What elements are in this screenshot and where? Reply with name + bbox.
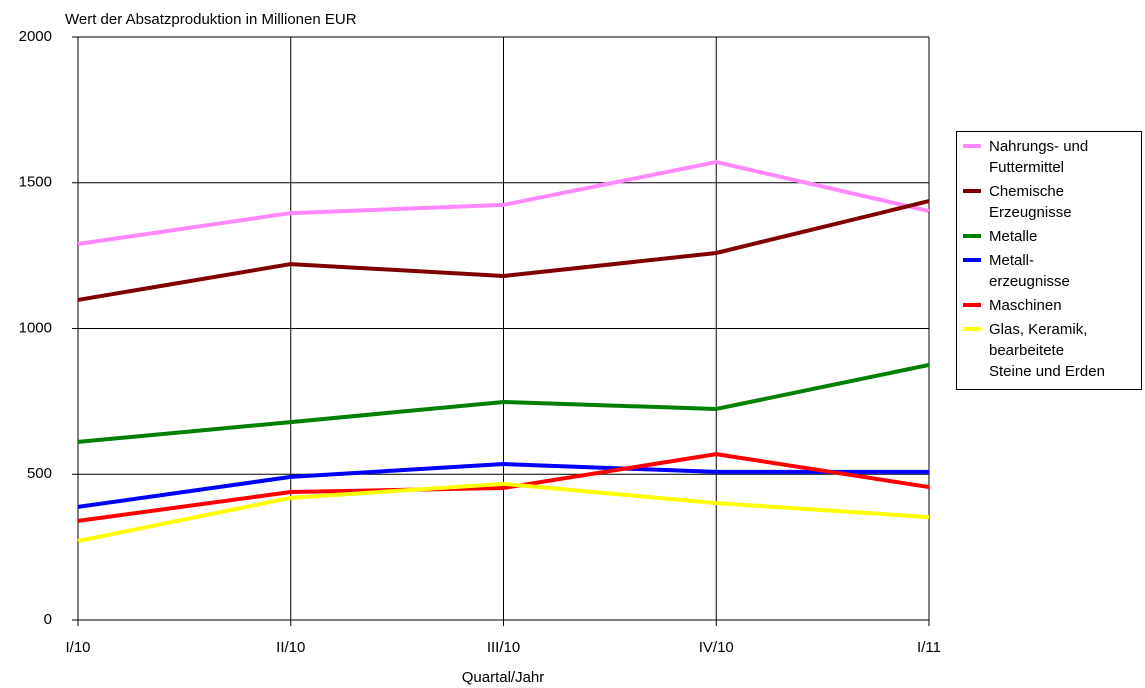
legend-swatch [963, 189, 981, 193]
legend-item: Nahrungs- und Futtermittel [957, 136, 1141, 178]
legend-label: Maschinen [989, 297, 1062, 314]
legend-item: Chemische Erzeugnisse [957, 181, 1141, 223]
legend-label: Metalle [989, 228, 1038, 245]
x-tick-label: II/10 [276, 639, 305, 656]
series-line [77, 199, 930, 302]
x-tick-label: I/11 [917, 639, 941, 656]
legend-item: Metall- erzeugnisse [957, 250, 1141, 292]
legend-swatch [963, 303, 981, 307]
x-tick-label: IV/10 [699, 639, 734, 656]
legend-label: Glas, Keramik, bearbeitete Steine und Er… [989, 321, 1105, 380]
legend: Nahrungs- und Futtermittel Chemische Erze… [956, 131, 1142, 390]
x-axis-title: Quartal/Jahr [462, 669, 545, 686]
y-tick-label: 0 [44, 611, 52, 628]
legend-swatch [963, 327, 981, 331]
series-line [77, 462, 929, 509]
y-tick-label: 2000 [19, 28, 52, 45]
legend-swatch [963, 234, 981, 238]
y-tick-label: 500 [27, 465, 52, 482]
y-tick-label: 1500 [19, 174, 52, 191]
legend-swatch [963, 258, 981, 262]
series-line [77, 362, 930, 444]
legend-label: Nahrungs- und Futtermittel [989, 138, 1089, 176]
legend-item: Glas, Keramik, bearbeitete Steine und Er… [957, 319, 1141, 382]
legend-item: Metalle [957, 226, 1141, 247]
series-line [77, 452, 930, 523]
x-tick-label: I/10 [65, 639, 90, 656]
legend-label: Metall- erzeugnisse [989, 252, 1070, 290]
y-tick-label: 1000 [19, 319, 52, 336]
series-line [77, 481, 930, 543]
x-tick-label: III/10 [487, 639, 520, 656]
legend-swatch [963, 144, 981, 148]
chart-title: Wert der Absatzproduktion in Millionen E… [65, 11, 357, 28]
legend-label: Chemische Erzeugnisse [989, 183, 1072, 221]
series-line [77, 160, 930, 246]
legend-item: Maschinen [957, 295, 1141, 316]
